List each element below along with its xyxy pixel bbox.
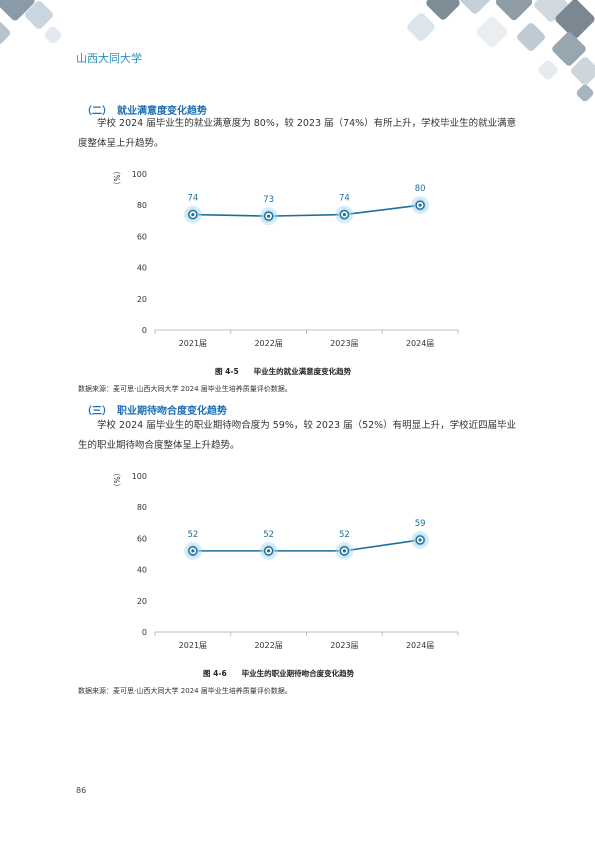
page-number: 86 [76,786,87,795]
y-tick-label: 40 [137,566,147,575]
section-heading: （二） 就业满意度变化趋势 [82,106,207,117]
university-logo-text: 山西大同大学 [76,52,142,65]
section-paragraph: 学校 2024 届毕业生的职业期待吻合度为 59%，较 2023 届（52%）有… [78,420,517,451]
y-tick-label: 40 [137,264,147,273]
data-label: 52 [187,530,198,540]
figure-caption: 图 4-6 毕业生的职业期待吻合度变化趋势 [203,669,355,678]
x-tick-label: 2021届 [179,339,207,348]
data-point [411,196,430,215]
data-point [411,530,430,549]
data-label: 52 [339,530,350,540]
y-axis-label: （%） [112,167,121,189]
series-line [192,204,421,217]
data-point [183,205,202,224]
x-tick-label: 2022届 [254,641,282,650]
y-tick-label: 60 [137,232,147,241]
x-tick-label: 2023届 [330,339,358,348]
x-tick-label: 2024届 [406,339,434,348]
data-label: 52 [263,530,274,540]
x-tick-label: 2022届 [254,339,282,348]
data-label: 74 [187,194,198,204]
data-point [259,541,278,560]
y-tick-label: 100 [132,472,147,481]
y-tick-label: 20 [137,295,147,304]
y-tick-label: 0 [142,628,147,637]
data-source-note: 数据来源：麦可思-山西大同大学 2024 届毕业生培养质量评价数据。 [78,687,292,695]
data-point [183,541,202,560]
satisfaction-chart: （%） 0 20 40 60 80 100 2021届 2022届 2023届 2024届 74 73 7… [112,167,459,348]
data-label: 74 [339,194,350,204]
x-tick-label: 2024届 [406,641,434,650]
x-tick-label: 2021届 [179,641,207,650]
data-point [259,207,278,226]
section-paragraph: 学校 2024 届毕业生的就业满意度为 80%，较 2023 届（74%）有所上… [78,118,517,149]
y-tick-label: 60 [137,534,147,543]
data-point [335,541,354,560]
y-tick-label: 80 [137,503,147,512]
y-tick-label: 80 [137,201,147,210]
expectation-match-chart: （%） 0 20 40 60 80 100 2021届 2022届 2023届 2024届 52 52 5… [112,469,459,650]
data-source-note: 数据来源：麦可思-山西大同大学 2024 届毕业生培养质量评价数据。 [78,385,292,393]
data-label: 80 [415,184,426,194]
data-point [335,205,354,224]
y-tick-label: 0 [142,326,147,335]
data-label: 59 [415,519,426,529]
series-line [192,539,421,552]
data-label: 73 [263,195,274,205]
y-tick-label: 100 [132,170,147,179]
section-heading: （三） 职业期待吻合度变化趋势 [82,406,227,417]
y-tick-label: 20 [137,597,147,606]
figure-caption: 图 4-5 毕业生的就业满意度变化趋势 [215,367,352,376]
y-axis-label: （%） [112,469,121,491]
x-tick-label: 2023届 [330,641,358,650]
